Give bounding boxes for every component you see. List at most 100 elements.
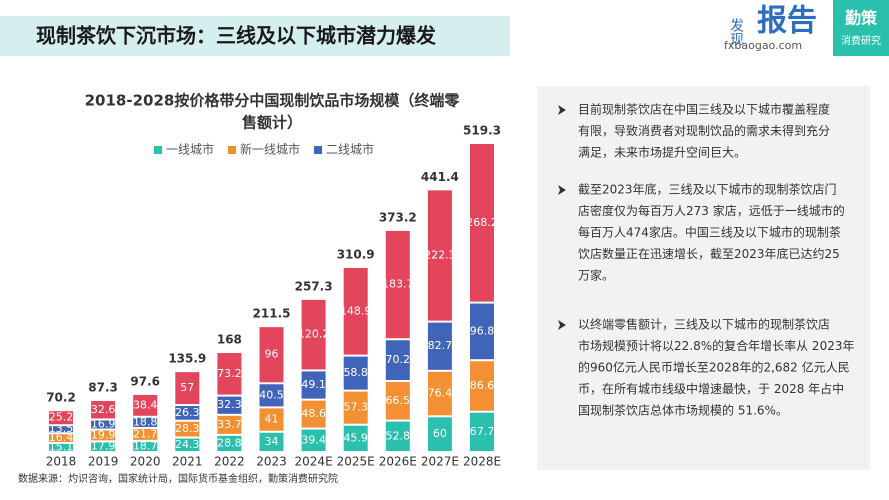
segment-label: 18.7 <box>133 439 158 452</box>
total-label: 87.3 <box>88 381 118 395</box>
segment-label: 268.2 <box>466 216 498 229</box>
segment-label: 48.6 <box>301 407 326 420</box>
x-tick-label: 2025E <box>337 455 375 469</box>
total-label: 168 <box>217 333 242 347</box>
slide-title: 现制茶饮下沉市场：三线及以下城市潜力爆发 <box>36 24 437 48</box>
segment-label: 18.8 <box>133 415 158 428</box>
total-label: 257.3 <box>295 279 333 293</box>
bullet-text: 满足，未来市场提升空间巨大。 <box>578 145 746 160</box>
bar-segment <box>49 426 73 433</box>
bullet-text: 以终端零售额计，三线及以下城市的现制茶饮店 <box>578 317 830 332</box>
bar-segment <box>259 408 284 431</box>
legend-swatch <box>154 146 162 154</box>
segment-label: 28.8 <box>217 436 242 449</box>
bar-segment <box>301 400 326 428</box>
bullet-text: 万家。 <box>578 268 614 283</box>
bar-segment <box>217 353 242 395</box>
segment-label: 57.3 <box>343 401 368 414</box>
segment-label: 96.8 <box>470 324 495 337</box>
segment-label: 82.7 <box>428 339 453 352</box>
x-tick-label: 2023 <box>256 455 287 469</box>
brand-sub: 消费研究 <box>841 34 881 47</box>
segment-label: 67.7 <box>470 425 495 438</box>
segment-label: 21.7 <box>133 427 158 440</box>
total-label: 441.4 <box>421 170 459 184</box>
bar-segment <box>91 430 116 441</box>
total-label: 373.2 <box>379 210 417 224</box>
bar-segment <box>470 144 494 302</box>
segment-label: 32.6 <box>91 403 116 416</box>
bar-segment <box>91 401 116 419</box>
segment-label: 24.3 <box>175 438 200 451</box>
bullet-marker <box>558 185 566 195</box>
x-tick-label: 2019 <box>88 455 119 469</box>
segment-label: 16.4 <box>49 431 74 444</box>
segment-label: 39.4 <box>301 433 326 446</box>
bar-segment <box>217 435 242 451</box>
bar-segment <box>427 190 452 321</box>
segment-label: 183.7 <box>382 278 414 291</box>
bar-segment <box>470 412 494 451</box>
segment-label: 58.8 <box>343 366 368 379</box>
bar-segment <box>470 303 494 360</box>
segment-label: 15.1 <box>49 441 74 454</box>
bar-segment <box>175 406 200 420</box>
legend-swatch <box>314 146 323 154</box>
segment-label: 26.3 <box>175 406 200 419</box>
bar-segment <box>49 411 73 425</box>
total-label: 310.9 <box>337 248 375 262</box>
x-tick-label: 2027E <box>421 455 459 469</box>
bar-segment <box>133 428 158 440</box>
bar-segment <box>49 444 73 451</box>
segment-label: 16.9 <box>91 417 116 430</box>
segment-label: 25.2 <box>49 411 74 424</box>
segment-label: 33.7 <box>217 418 242 431</box>
bullet-marker <box>558 320 566 330</box>
segment-label: 41 <box>265 413 279 426</box>
bullet-text: 币，在所有城市线级中增速最快，于 2028 年占中 <box>578 381 844 396</box>
segment-label: 76.4 <box>428 387 453 400</box>
x-tick-label: 2020 <box>130 455 161 469</box>
logo-small: 发现 <box>728 18 744 47</box>
x-tick-label: 2022 <box>214 455 245 469</box>
bar-segment <box>91 442 116 451</box>
segment-label: 57 <box>180 381 194 394</box>
bar-segment <box>385 382 410 420</box>
bar-segment <box>259 384 284 407</box>
total-label: 211.5 <box>253 307 291 321</box>
bar-segment <box>427 322 452 370</box>
text-panel <box>537 86 870 470</box>
chart-title: 售额计） <box>242 114 302 132</box>
segment-label: 38.4 <box>133 398 158 411</box>
total-label: 519.3 <box>463 124 501 138</box>
bullet-text: 店密度仅为每百万人273 家店，远低于一线城市的 <box>578 203 845 218</box>
bar-segment <box>259 432 284 451</box>
segment-label: 148.9 <box>340 304 372 317</box>
bullet-text: 的960亿元人民币增长至2028年的2,682 亿元人民 <box>578 360 850 375</box>
bullet-marker <box>558 105 566 115</box>
segment-label: 120.2 <box>298 328 330 341</box>
x-tick-label: 2028E <box>463 455 501 469</box>
bar-segment <box>301 371 326 399</box>
segment-label: 17.9 <box>91 440 116 453</box>
title-bar <box>0 16 510 56</box>
segment-label: 32.3 <box>217 398 242 411</box>
bar-segment <box>217 396 242 414</box>
bar-segment <box>133 417 158 427</box>
bullet-text: 国现制茶饮店总体市场规模的 51.6%。 <box>578 403 788 418</box>
segment-label: 66.5 <box>386 394 411 407</box>
bullet-text: 饮店数量正在迅速增长，截至2023年底已达约25 <box>578 246 840 261</box>
logo-big: 报告 <box>757 4 817 39</box>
bar-segment <box>175 421 200 437</box>
bar-segment <box>133 394 158 416</box>
bar-segment <box>385 421 410 451</box>
bar-segment <box>343 356 368 390</box>
segment-label: 40.5 <box>259 388 284 401</box>
x-tick-label: 2021 <box>172 455 203 469</box>
bar-segment <box>175 372 200 405</box>
bullet-text: 截至2023年底，三线及以下城市的现制茶饮店门 <box>578 182 837 197</box>
logo-url: fxbaogao.com <box>724 39 802 52</box>
segment-label: 96 <box>265 348 279 361</box>
legend-label: 一线城市 <box>166 142 214 157</box>
